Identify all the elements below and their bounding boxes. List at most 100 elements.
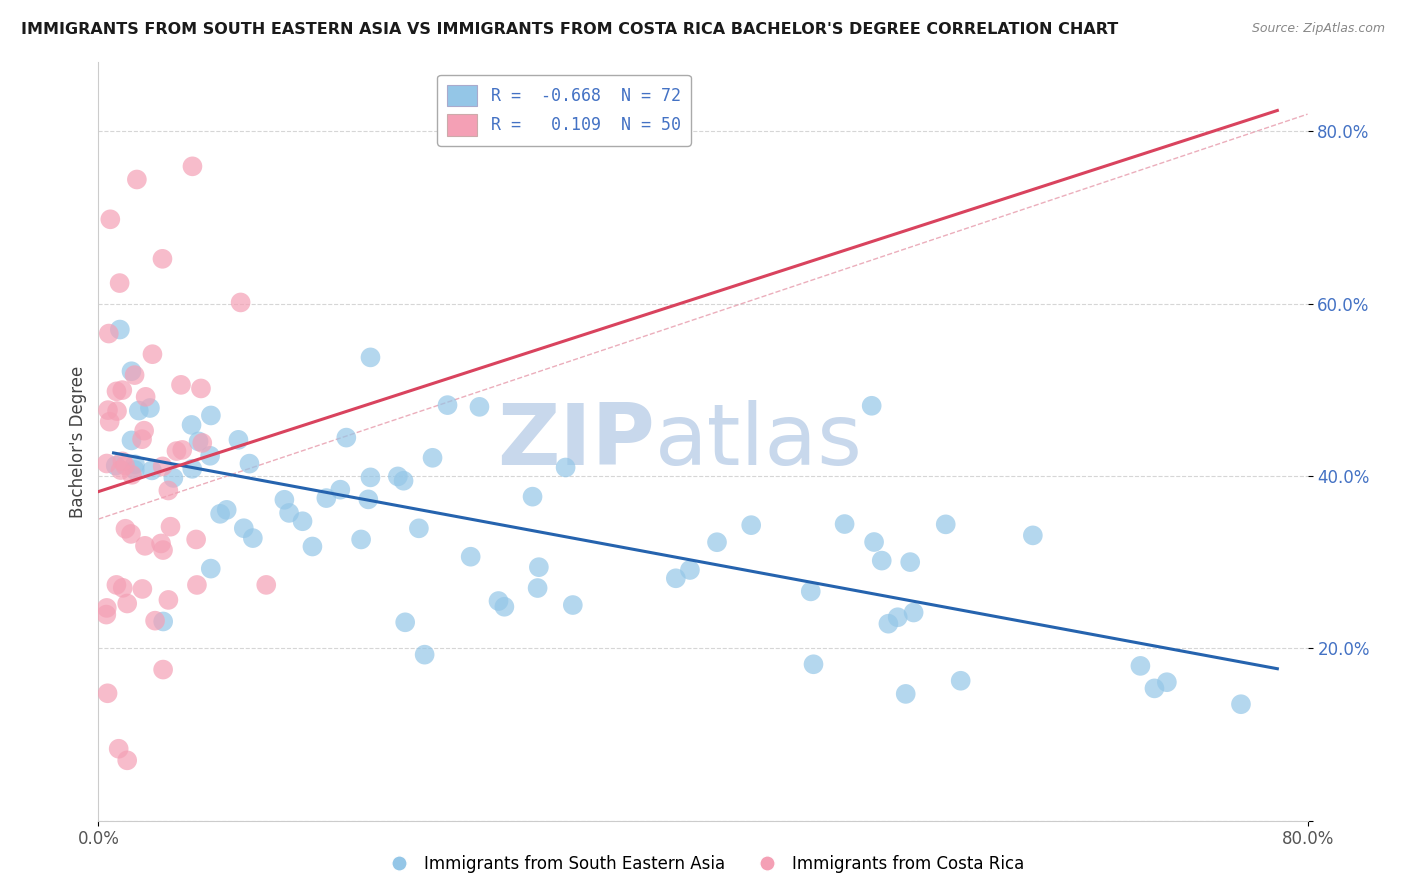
Point bbox=[111, 581, 134, 595]
Point bbox=[522, 490, 544, 504]
Point bbox=[135, 390, 157, 404]
Point bbox=[121, 467, 143, 482]
Point bbox=[394, 615, 416, 630]
Point bbox=[898, 555, 921, 569]
Point bbox=[315, 491, 337, 505]
Point bbox=[172, 442, 194, 457]
Point bbox=[278, 506, 301, 520]
Point bbox=[97, 403, 120, 417]
Point bbox=[494, 599, 516, 614]
Point bbox=[98, 212, 121, 227]
Point bbox=[187, 434, 209, 449]
Point bbox=[121, 364, 143, 378]
Point bbox=[157, 593, 180, 607]
Point bbox=[152, 615, 174, 629]
Point bbox=[740, 518, 762, 533]
Point bbox=[422, 450, 444, 465]
Point bbox=[886, 610, 908, 624]
Text: Source: ZipAtlas.com: Source: ZipAtlas.com bbox=[1251, 22, 1385, 36]
Point bbox=[803, 657, 825, 672]
Point bbox=[115, 597, 138, 611]
Point bbox=[706, 535, 728, 549]
Point bbox=[392, 474, 415, 488]
Point bbox=[184, 533, 207, 547]
Point bbox=[561, 598, 583, 612]
Point bbox=[273, 492, 295, 507]
Point bbox=[124, 458, 146, 472]
Point bbox=[209, 507, 232, 521]
Point bbox=[877, 616, 900, 631]
Point bbox=[350, 533, 373, 547]
Point bbox=[152, 663, 174, 677]
Point bbox=[125, 172, 148, 186]
Point bbox=[170, 377, 193, 392]
Point bbox=[800, 584, 823, 599]
Point bbox=[96, 600, 118, 615]
Point bbox=[97, 326, 120, 341]
Point bbox=[121, 434, 143, 448]
Point bbox=[186, 578, 208, 592]
Point bbox=[105, 384, 128, 399]
Point bbox=[191, 436, 214, 450]
Point bbox=[291, 514, 314, 528]
Point bbox=[152, 543, 174, 558]
Point bbox=[863, 535, 886, 549]
Point bbox=[96, 607, 118, 622]
Point bbox=[1156, 675, 1178, 690]
Point bbox=[665, 571, 688, 585]
Point bbox=[527, 560, 550, 574]
Point bbox=[1129, 659, 1152, 673]
Point bbox=[1230, 697, 1253, 711]
Text: atlas: atlas bbox=[655, 400, 863, 483]
Text: IMMIGRANTS FROM SOUTH EASTERN ASIA VS IMMIGRANTS FROM COSTA RICA BACHELOR'S DEGR: IMMIGRANTS FROM SOUTH EASTERN ASIA VS IM… bbox=[21, 22, 1118, 37]
Point bbox=[488, 594, 510, 608]
Point bbox=[143, 614, 166, 628]
Point bbox=[357, 492, 380, 507]
Point bbox=[1143, 681, 1166, 696]
Point bbox=[97, 686, 120, 700]
Point bbox=[200, 409, 222, 423]
Point bbox=[894, 687, 917, 701]
Point bbox=[436, 398, 458, 412]
Legend: R =  -0.668  N = 72, R =   0.109  N = 50: R = -0.668 N = 72, R = 0.109 N = 50 bbox=[437, 75, 690, 145]
Point bbox=[108, 276, 131, 290]
Point bbox=[115, 753, 138, 767]
Point bbox=[860, 399, 883, 413]
Point bbox=[360, 470, 382, 484]
Point bbox=[162, 471, 184, 485]
Point bbox=[96, 457, 118, 471]
Point bbox=[131, 432, 153, 446]
Point bbox=[460, 549, 482, 564]
Point bbox=[903, 606, 925, 620]
Point bbox=[181, 462, 204, 476]
Point bbox=[114, 458, 136, 473]
Point bbox=[360, 351, 382, 365]
Point bbox=[152, 252, 174, 266]
Point bbox=[229, 295, 252, 310]
Point bbox=[190, 381, 212, 395]
Point bbox=[935, 517, 957, 532]
Point bbox=[110, 463, 132, 477]
Point bbox=[107, 741, 129, 756]
Point bbox=[157, 483, 180, 498]
Point bbox=[114, 522, 136, 536]
Point bbox=[468, 400, 491, 414]
Point bbox=[408, 521, 430, 535]
Point bbox=[200, 561, 222, 575]
Point bbox=[165, 444, 187, 458]
Point bbox=[98, 415, 121, 429]
Point bbox=[131, 582, 153, 596]
Point bbox=[228, 433, 250, 447]
Point bbox=[128, 403, 150, 417]
Point bbox=[152, 459, 174, 474]
Point bbox=[124, 368, 146, 383]
Point bbox=[111, 454, 134, 468]
Point bbox=[134, 424, 156, 438]
Point bbox=[232, 521, 254, 535]
Point bbox=[141, 347, 163, 361]
Point bbox=[834, 516, 856, 531]
Point bbox=[413, 648, 436, 662]
Point bbox=[949, 673, 972, 688]
Point bbox=[108, 322, 131, 336]
Point bbox=[111, 383, 134, 397]
